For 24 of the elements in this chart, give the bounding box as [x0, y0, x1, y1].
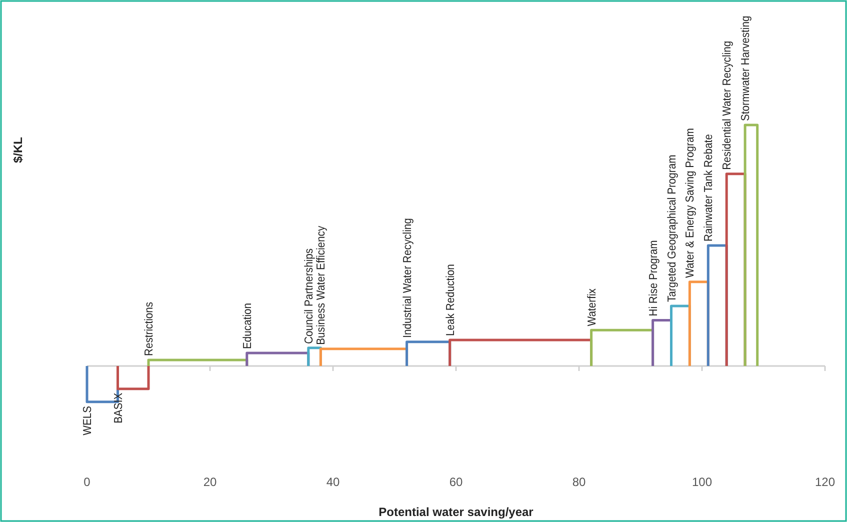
y-axis-title: $/KL [11, 136, 25, 164]
text: Residential Water Recycling [721, 40, 734, 170]
text: Leak Reduction [444, 264, 458, 336]
text: Industrial Water Recycling [401, 218, 414, 338]
text: Waterfix [586, 288, 598, 326]
text: Targeted Geographical Program [666, 154, 678, 302]
x-tick-label: 60 [449, 475, 463, 489]
text: Stormwater Harvesting [740, 16, 752, 121]
x-tick-label: 100 [692, 475, 712, 489]
text: Council Partnerships [302, 248, 316, 344]
text: Rainwater Tank Rebate [702, 134, 716, 242]
x-tick-label: 120 [814, 475, 836, 489]
text: Hi Rise Program [647, 240, 660, 316]
x-tick-label: 40 [326, 475, 340, 489]
x-tick-label: 0 [84, 475, 91, 489]
text: WELS [82, 406, 94, 436]
x-tick-label: 80 [572, 475, 586, 489]
text: Education [241, 302, 254, 349]
text: BASIX [112, 392, 125, 424]
text: Restrictions [143, 301, 156, 356]
text: Water & Energy Saving Program [684, 128, 697, 278]
x-tick-label: 20 [203, 475, 217, 489]
text: Business Water Efficiency [315, 225, 328, 345]
x-axis-title: Potential water saving/year [378, 505, 534, 519]
